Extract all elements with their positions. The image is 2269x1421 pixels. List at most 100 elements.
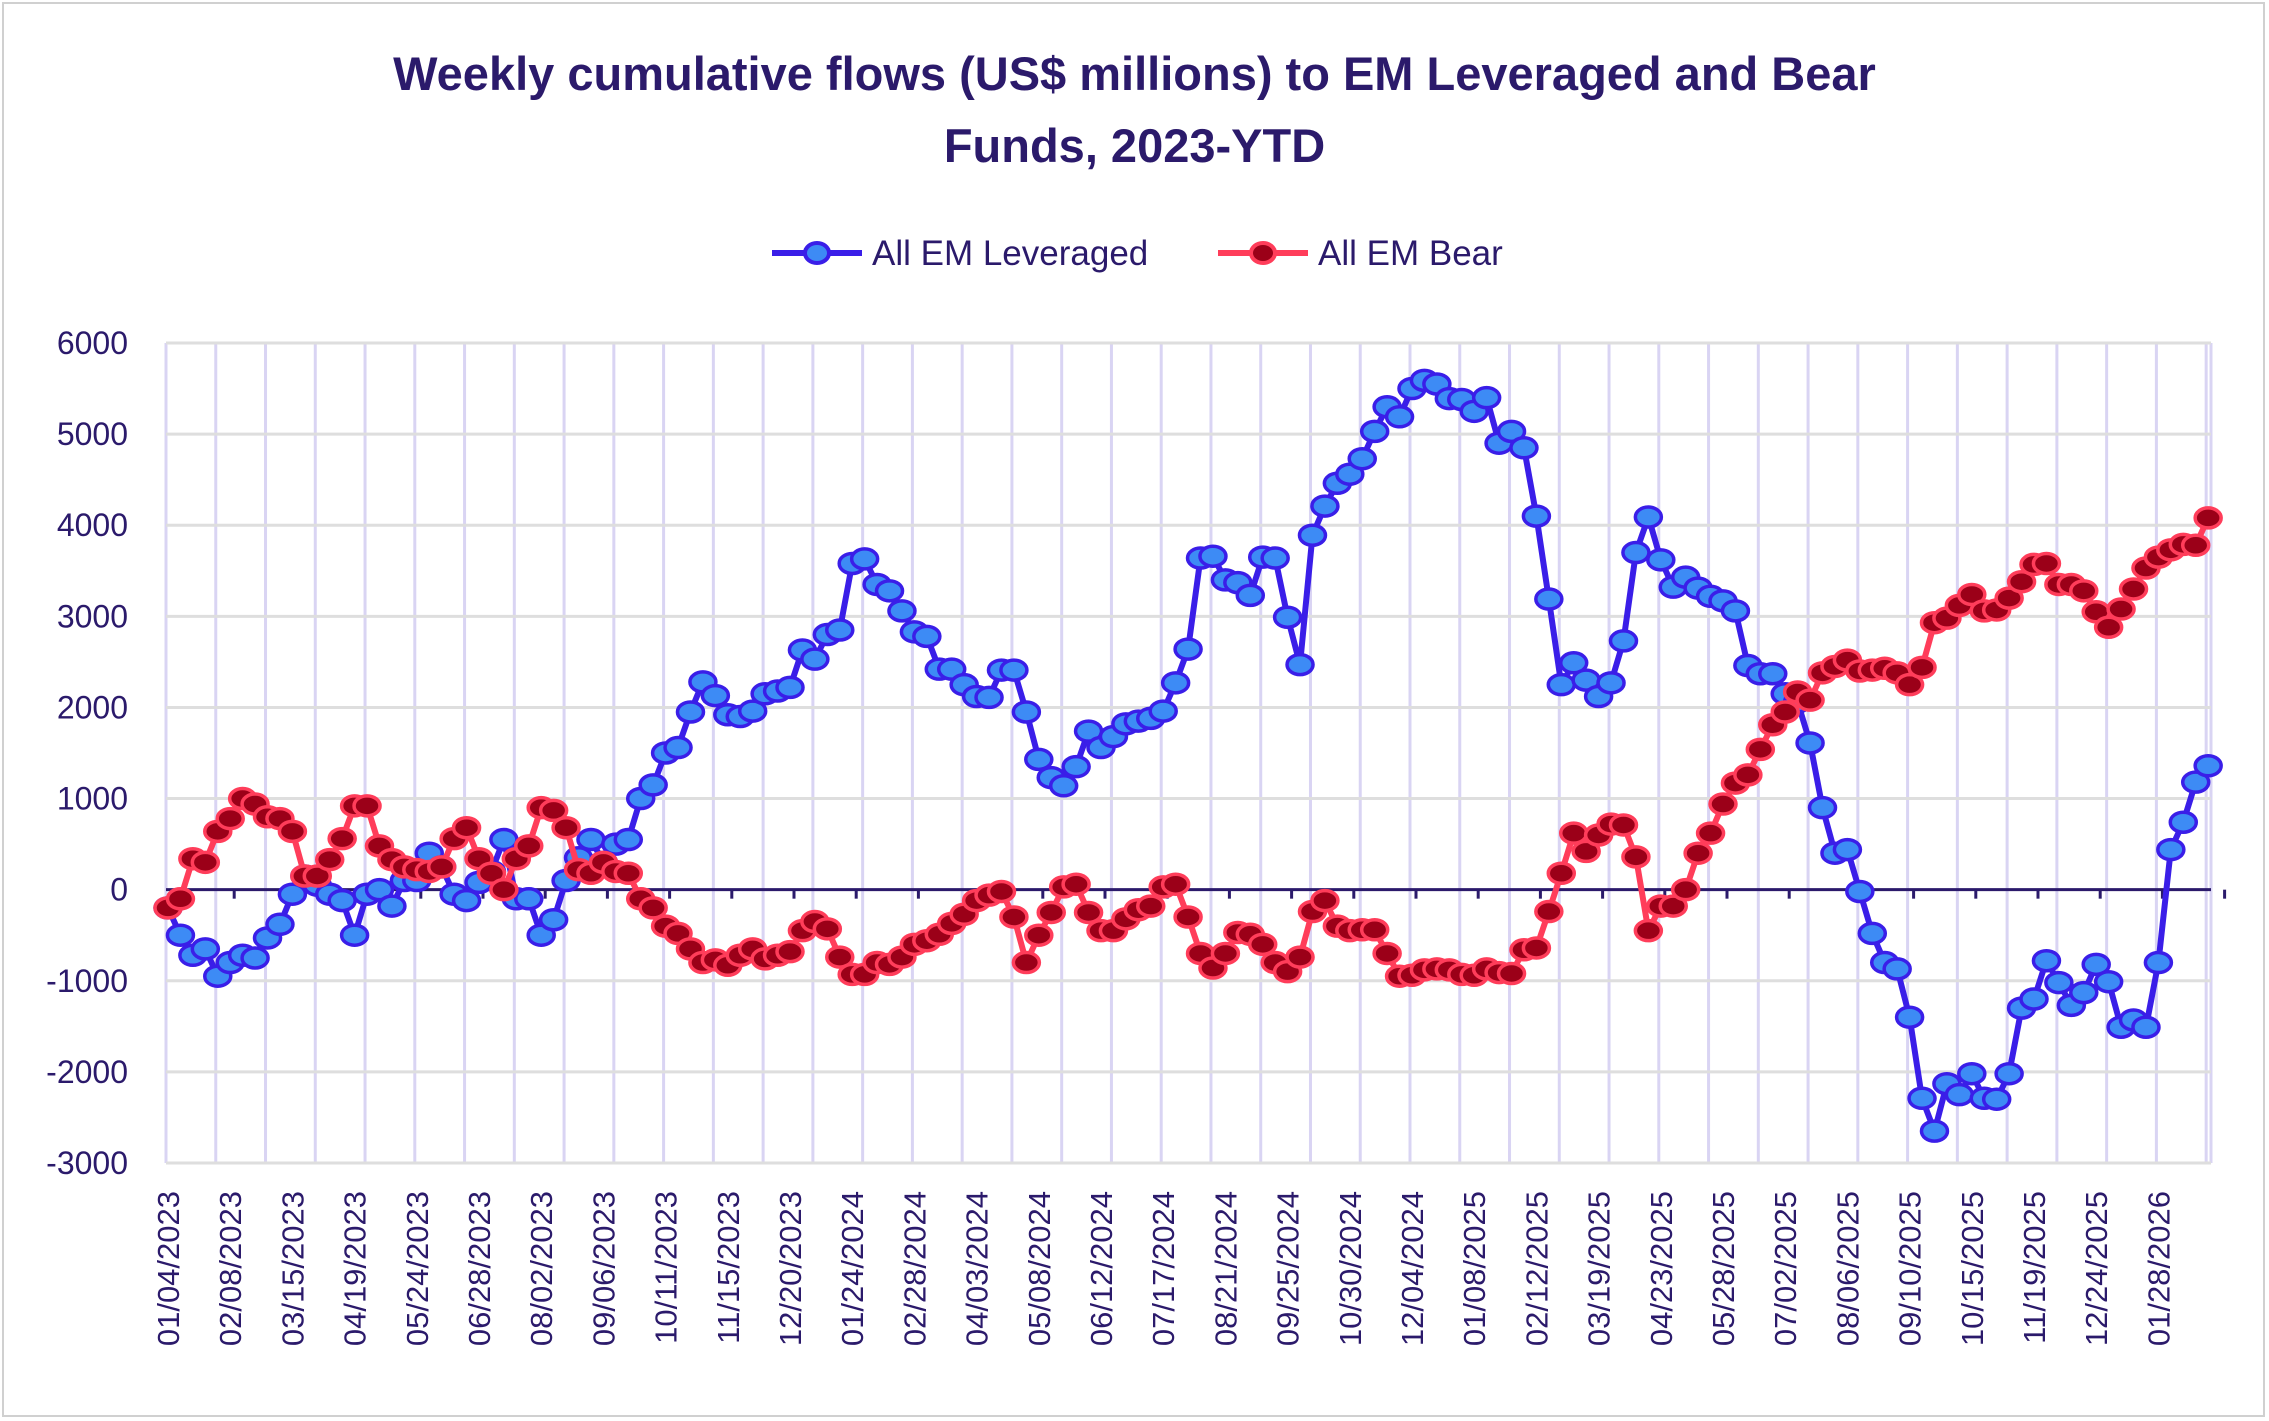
point-leveraged bbox=[974, 685, 1004, 710]
point-leveraged bbox=[999, 658, 1029, 682]
point-bear bbox=[1670, 877, 1701, 902]
point-bear bbox=[1521, 936, 1552, 960]
point-leveraged bbox=[1011, 700, 1042, 724]
x-tick-label: 11/15/2023 bbox=[711, 1191, 746, 1344]
point-leveraged bbox=[1994, 1061, 2024, 1086]
point-bear bbox=[327, 826, 357, 851]
point-bear bbox=[2031, 551, 2062, 576]
y-tick-label: 2000 bbox=[57, 689, 128, 725]
x-tick-label: 03/15/2023 bbox=[275, 1191, 310, 1346]
legend-marker-bear bbox=[1249, 241, 1277, 265]
point-leveraged bbox=[1957, 1061, 1987, 1086]
point-bear bbox=[302, 864, 333, 888]
point-bear bbox=[1310, 888, 1340, 913]
point-bear bbox=[1359, 918, 1390, 942]
point-bear bbox=[451, 815, 482, 840]
point-bear bbox=[165, 887, 196, 911]
point-bear bbox=[489, 877, 519, 902]
legend-item-bear: All EM Bear bbox=[1218, 234, 1503, 273]
x-tick-label: 04/23/2025 bbox=[1644, 1191, 1679, 1346]
point-leveraged bbox=[1471, 385, 1502, 410]
point-bear bbox=[1571, 839, 1601, 864]
point-bear bbox=[1173, 905, 1203, 929]
point-leveraged bbox=[190, 937, 221, 961]
point-bear bbox=[1683, 841, 1713, 865]
point-leveraged bbox=[800, 647, 830, 671]
point-leveraged bbox=[377, 894, 407, 918]
point-leveraged bbox=[1160, 671, 1191, 695]
point-bear bbox=[1160, 872, 1191, 896]
point-leveraged bbox=[1919, 1119, 1950, 1143]
point-leveraged bbox=[1795, 731, 1825, 755]
point-bear bbox=[1621, 845, 1651, 869]
point-leveraged bbox=[2019, 987, 2049, 1011]
point-leveraged bbox=[2180, 770, 2211, 794]
point-leveraged bbox=[1621, 540, 1651, 565]
point-leveraged bbox=[912, 624, 942, 649]
point-bear bbox=[2069, 579, 2099, 603]
x-tick-label: 06/12/2024 bbox=[1084, 1191, 1119, 1346]
x-tick-label: 12/24/2025 bbox=[2079, 1191, 2114, 1346]
point-bear bbox=[2006, 569, 2037, 594]
point-leveraged bbox=[576, 827, 606, 852]
point-leveraged bbox=[1720, 599, 1751, 623]
point-leveraged bbox=[1521, 504, 1552, 528]
point-bear bbox=[1247, 932, 1278, 957]
point-leveraged bbox=[1148, 699, 1178, 723]
point-bear bbox=[1496, 961, 1527, 986]
point-leveraged bbox=[1359, 419, 1390, 444]
point-bear bbox=[2180, 533, 2211, 558]
point-leveraged bbox=[1534, 587, 1564, 611]
point-leveraged bbox=[1285, 652, 1315, 677]
point-bear bbox=[2118, 577, 2149, 601]
point-bear bbox=[2193, 506, 2223, 530]
point-bear bbox=[1372, 941, 1402, 966]
point-leveraged bbox=[2069, 980, 2099, 1005]
y-tick-label: -1000 bbox=[46, 963, 128, 999]
point-bear bbox=[638, 896, 668, 920]
y-tick-label: 1000 bbox=[57, 781, 128, 817]
point-bear bbox=[190, 850, 221, 875]
point-bear bbox=[1633, 918, 1664, 943]
x-tick-label: 12/20/2023 bbox=[773, 1191, 808, 1346]
point-bear bbox=[812, 917, 843, 941]
point-leveraged bbox=[887, 599, 917, 623]
point-leveraged bbox=[1894, 1005, 1925, 1029]
point-bear bbox=[1073, 900, 1104, 925]
point-leveraged bbox=[874, 579, 905, 603]
point-leveraged bbox=[2093, 969, 2124, 994]
point-leveraged bbox=[1509, 436, 1539, 460]
point-bear bbox=[1733, 763, 1763, 787]
point-leveraged bbox=[2081, 952, 2111, 977]
point-leveraged bbox=[1845, 879, 1875, 904]
point-leveraged bbox=[1347, 446, 1377, 471]
x-tick-label: 03/19/2025 bbox=[1582, 1191, 1617, 1346]
legend-marker-leveraged bbox=[803, 241, 831, 265]
point-bear bbox=[538, 798, 569, 823]
point-bear bbox=[825, 945, 855, 969]
point-leveraged bbox=[775, 675, 805, 700]
x-tick-label: 01/08/2025 bbox=[1457, 1191, 1492, 1346]
x-tick-label: 02/28/2024 bbox=[897, 1191, 932, 1346]
chart-title-line-1: Weekly cumulative flows (US$ millions) t… bbox=[393, 47, 1876, 100]
point-bear bbox=[1994, 586, 2024, 610]
point-leveraged bbox=[849, 547, 880, 571]
point-leveraged bbox=[1944, 1082, 1975, 1107]
x-tick-label: 01/24/2024 bbox=[835, 1191, 870, 1346]
point-bear bbox=[2093, 615, 2124, 640]
point-leveraged bbox=[489, 827, 519, 852]
point-bear bbox=[514, 834, 544, 858]
point-leveraged bbox=[700, 683, 731, 708]
point-leveraged bbox=[1857, 921, 1888, 946]
x-tick-label: 07/02/2025 bbox=[1768, 1191, 1803, 1346]
point-leveraged bbox=[240, 946, 270, 970]
point-bear bbox=[1745, 737, 1776, 762]
x-tick-label: 10/30/2024 bbox=[1333, 1191, 1368, 1346]
x-tick-label: 09/25/2024 bbox=[1271, 1191, 1306, 1346]
chart-title: Weekly cumulative flows (US$ millions) t… bbox=[0, 38, 2269, 182]
point-bear bbox=[1957, 582, 1987, 607]
point-bear bbox=[314, 847, 345, 872]
point-leveraged bbox=[1260, 546, 1290, 570]
